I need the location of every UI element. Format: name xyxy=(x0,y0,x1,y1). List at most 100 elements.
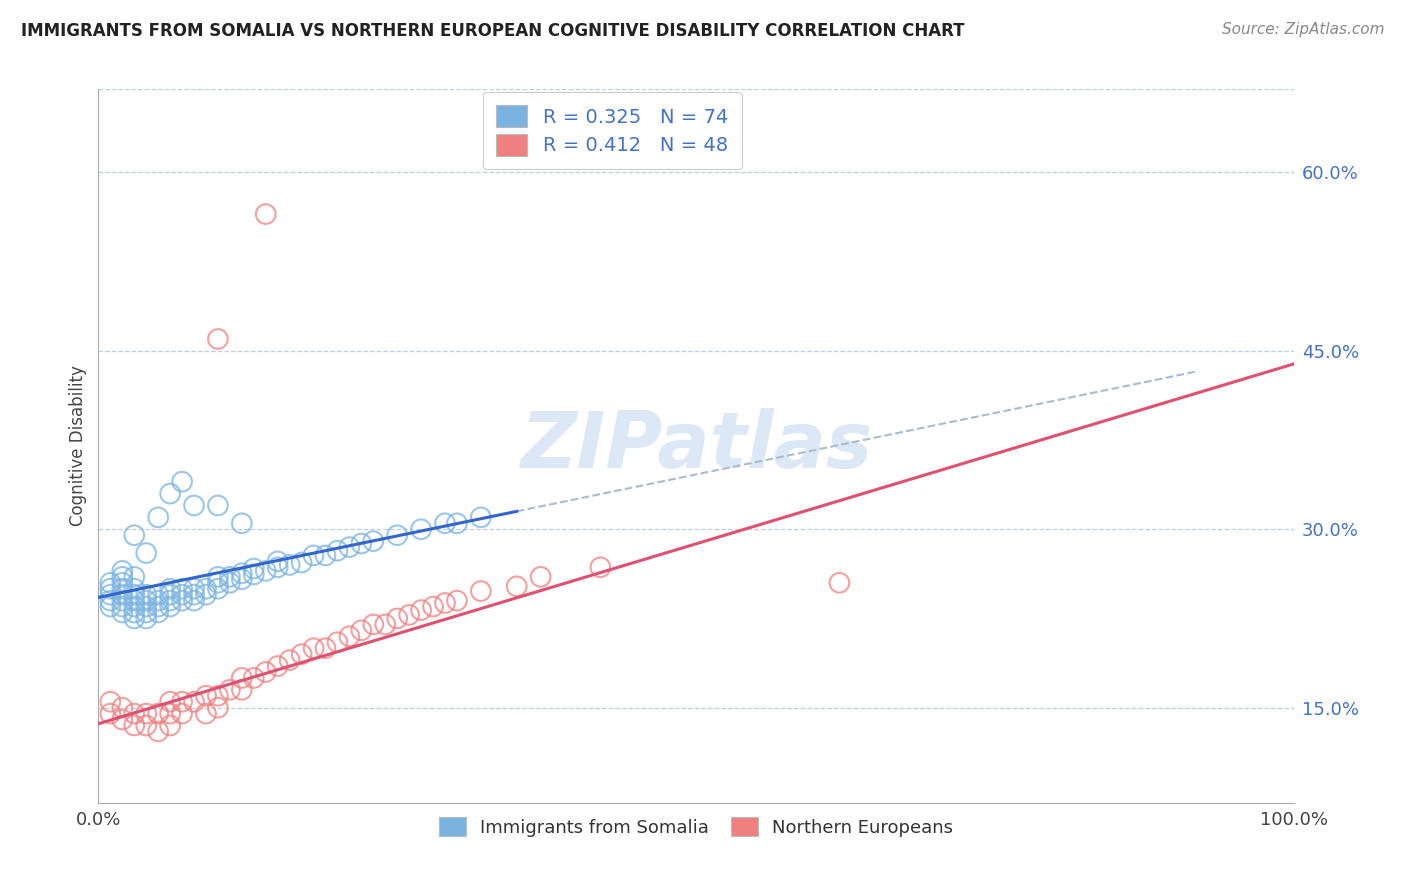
Point xyxy=(350,624,373,638)
Point xyxy=(589,560,612,574)
Point xyxy=(385,611,409,625)
Point xyxy=(111,713,134,727)
Point xyxy=(135,593,157,607)
Point xyxy=(183,582,205,596)
Point xyxy=(315,641,337,656)
Point xyxy=(207,575,229,590)
Point xyxy=(98,588,122,602)
Point xyxy=(172,588,194,602)
Point xyxy=(231,671,253,685)
Point xyxy=(159,486,181,500)
Point xyxy=(231,516,253,531)
Point xyxy=(339,540,361,554)
Point xyxy=(124,706,146,721)
Point xyxy=(111,606,134,620)
Point xyxy=(172,475,194,489)
Point xyxy=(243,671,266,685)
Point xyxy=(135,588,157,602)
Point xyxy=(219,682,242,697)
Point xyxy=(183,588,205,602)
Point xyxy=(207,499,229,513)
Point xyxy=(446,516,468,531)
Point xyxy=(98,593,122,607)
Point xyxy=(98,695,122,709)
Point xyxy=(374,617,396,632)
Point xyxy=(470,584,492,599)
Point xyxy=(124,599,146,614)
Point xyxy=(124,606,146,620)
Point xyxy=(124,611,146,625)
Point xyxy=(159,588,181,602)
Point xyxy=(172,582,194,596)
Point xyxy=(411,522,433,536)
Point xyxy=(159,695,181,709)
Point xyxy=(207,570,229,584)
Point xyxy=(111,582,134,596)
Point xyxy=(195,588,218,602)
Point xyxy=(172,695,194,709)
Point xyxy=(135,706,157,721)
Point xyxy=(148,599,170,614)
Point xyxy=(398,607,420,622)
Point xyxy=(267,659,290,673)
Point xyxy=(148,606,170,620)
Point xyxy=(278,558,301,572)
Point xyxy=(254,564,277,578)
Point xyxy=(183,695,205,709)
Point xyxy=(135,546,157,560)
Point xyxy=(243,567,266,582)
Point xyxy=(470,510,492,524)
Point xyxy=(111,700,134,714)
Point xyxy=(159,593,181,607)
Point xyxy=(159,582,181,596)
Point xyxy=(254,207,277,221)
Point xyxy=(291,647,314,661)
Point xyxy=(172,706,194,721)
Point xyxy=(231,566,253,581)
Point xyxy=(530,570,553,584)
Point xyxy=(159,599,181,614)
Point xyxy=(148,510,170,524)
Point xyxy=(148,706,170,721)
Point xyxy=(124,718,146,732)
Point xyxy=(148,593,170,607)
Point xyxy=(195,689,218,703)
Point xyxy=(98,599,122,614)
Point xyxy=(124,528,146,542)
Point xyxy=(267,560,290,574)
Point xyxy=(195,706,218,721)
Point xyxy=(219,575,242,590)
Point xyxy=(195,582,218,596)
Text: IMMIGRANTS FROM SOMALIA VS NORTHERN EUROPEAN COGNITIVE DISABILITY CORRELATION CH: IMMIGRANTS FROM SOMALIA VS NORTHERN EURO… xyxy=(21,22,965,40)
Point xyxy=(350,536,373,550)
Point xyxy=(446,593,468,607)
Point xyxy=(148,588,170,602)
Point xyxy=(172,593,194,607)
Point xyxy=(219,570,242,584)
Point xyxy=(111,599,134,614)
Point xyxy=(207,582,229,596)
Text: Source: ZipAtlas.com: Source: ZipAtlas.com xyxy=(1222,22,1385,37)
Point xyxy=(278,653,301,667)
Point xyxy=(315,549,337,563)
Point xyxy=(254,665,277,679)
Point xyxy=(111,593,134,607)
Legend: Immigrants from Somalia, Northern Europeans: Immigrants from Somalia, Northern Europe… xyxy=(432,810,960,844)
Point xyxy=(98,706,122,721)
Point xyxy=(326,635,349,649)
Point xyxy=(422,599,444,614)
Point xyxy=(111,575,134,590)
Point xyxy=(231,682,253,697)
Point xyxy=(207,332,229,346)
Point xyxy=(111,588,134,602)
Point xyxy=(302,549,325,563)
Point xyxy=(135,718,157,732)
Point xyxy=(207,689,229,703)
Point xyxy=(159,706,181,721)
Point xyxy=(291,556,314,570)
Point xyxy=(326,543,349,558)
Point xyxy=(135,611,157,625)
Point xyxy=(98,582,122,596)
Text: ZIPatlas: ZIPatlas xyxy=(520,408,872,484)
Point xyxy=(363,534,385,549)
